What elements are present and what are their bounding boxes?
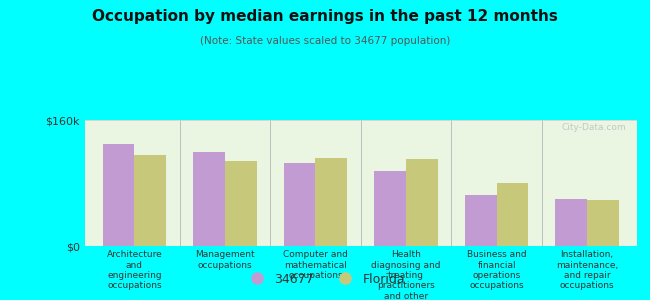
Text: (Note: State values scaled to 34677 population): (Note: State values scaled to 34677 popu… <box>200 36 450 46</box>
Bar <box>315 158 347 246</box>
Text: Occupation by median earnings in the past 12 months: Occupation by median earnings in the pas… <box>92 9 558 24</box>
Bar <box>374 171 406 246</box>
Bar <box>497 183 528 246</box>
Bar <box>225 161 257 246</box>
Text: City-Data.com: City-Data.com <box>562 122 626 131</box>
Bar <box>103 144 135 246</box>
Bar <box>193 152 225 246</box>
Legend: 34677, Florida: 34677, Florida <box>239 268 411 291</box>
Bar <box>284 163 315 246</box>
Bar <box>135 155 166 246</box>
Bar <box>556 199 587 246</box>
Bar <box>406 159 437 246</box>
Bar <box>587 200 619 246</box>
Bar <box>465 195 497 246</box>
